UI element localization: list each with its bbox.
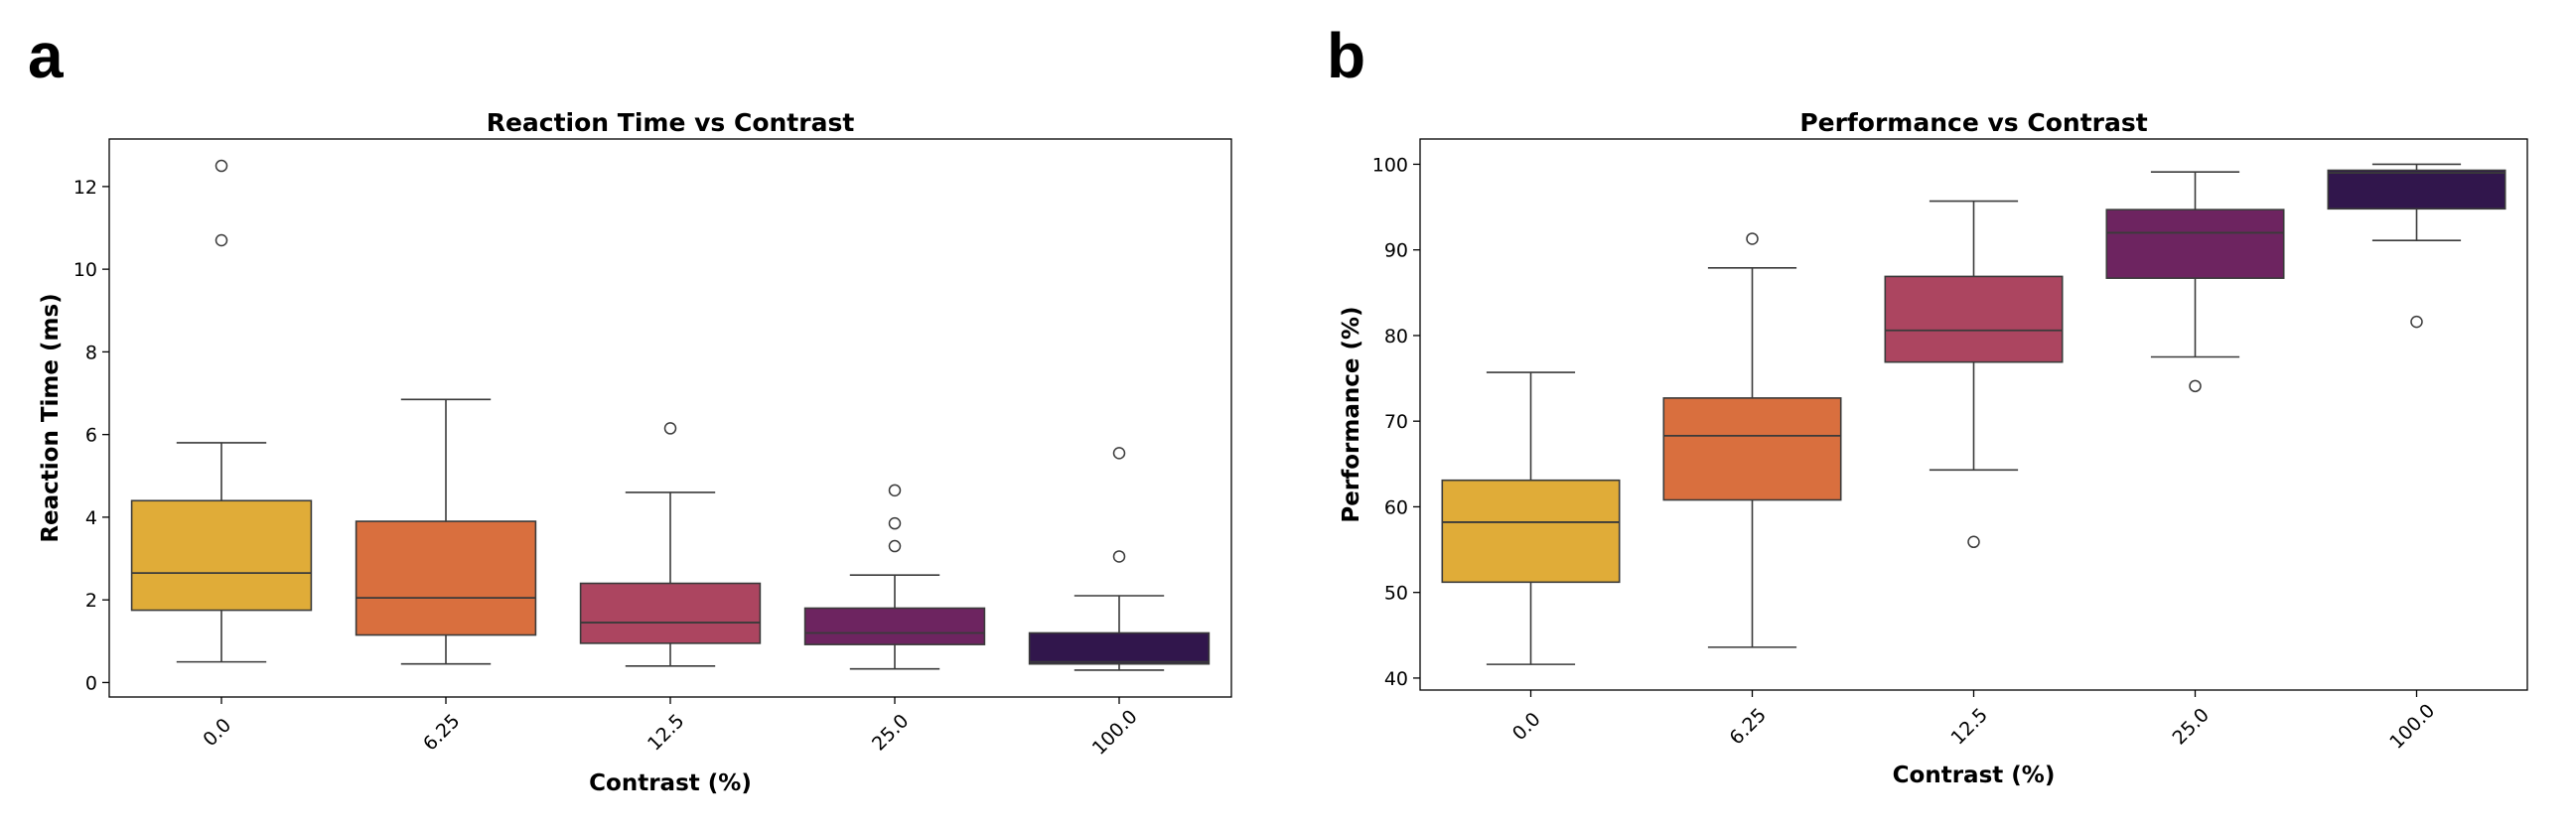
- x-tick-label: 25.0: [868, 710, 913, 755]
- box-6.25: [1662, 232, 1842, 648]
- y-axis-label: Performance (%): [1339, 306, 1364, 522]
- x-axis-label: Contrast (%): [589, 770, 752, 796]
- outlier-point: [888, 484, 902, 497]
- outlier-point: [2189, 379, 2202, 393]
- y-axis-label: Reaction Time (ms): [38, 293, 64, 542]
- outlier-point: [1967, 535, 1980, 549]
- y-tick-label: 50: [1384, 583, 1408, 605]
- box-0.0: [130, 159, 313, 663]
- chart-title: Reaction Time vs Contrast: [487, 108, 855, 137]
- box-25.0: [2105, 171, 2285, 393]
- x-tick-label: 0.0: [199, 714, 235, 751]
- box-100.0: [1028, 447, 1211, 671]
- outlier-point: [1112, 550, 1126, 563]
- y-tick-label: 8: [85, 342, 97, 363]
- outlier-point: [888, 539, 902, 553]
- x-tick-label: 0.0: [1508, 708, 1545, 745]
- x-axis-label: Contrast (%): [1893, 763, 2056, 788]
- box-12.5: [579, 422, 762, 667]
- chart-title: Performance vs Contrast: [1799, 108, 2147, 137]
- y-tick-label: 40: [1384, 668, 1408, 690]
- iqr-box: [130, 499, 313, 612]
- outlier-point: [1112, 447, 1126, 460]
- outlier-point: [888, 516, 902, 530]
- y-tick-label: 6: [85, 425, 97, 447]
- y-tick-label: 100: [1372, 154, 1408, 176]
- x-tick-label: 100.0: [1088, 706, 1142, 760]
- y-tick-label: 80: [1384, 326, 1408, 348]
- panel-letter: a: [28, 20, 64, 91]
- x-tick-label: 25.0: [2169, 704, 2214, 749]
- box-100.0: [2327, 163, 2506, 329]
- y-tick-label: 0: [85, 672, 97, 694]
- iqr-box: [355, 520, 537, 636]
- iqr-box: [803, 607, 986, 645]
- x-tick-label: 12.5: [1947, 704, 1992, 749]
- y-tick-label: 60: [1384, 496, 1408, 518]
- y-tick-label: 12: [73, 177, 97, 199]
- box-25.0: [803, 484, 986, 670]
- y-tick-label: 2: [85, 590, 97, 612]
- panel-b: b Performance vs Contrast 40 50 60 70 80 90 100 0…: [1327, 20, 2528, 788]
- outlier-point: [215, 159, 228, 173]
- iqr-box: [1662, 397, 1842, 501]
- outlier-point: [215, 233, 228, 247]
- x-tick-label: 100.0: [2385, 700, 2439, 754]
- iqr-box: [1028, 631, 1211, 665]
- y-tick-label: 10: [73, 259, 97, 281]
- y-tick-label: 4: [85, 507, 97, 529]
- box-6.25: [355, 398, 537, 665]
- y-tick-label: 70: [1384, 411, 1408, 433]
- outlier-point: [663, 422, 677, 435]
- x-tick-label: 6.25: [419, 710, 464, 755]
- plot-frame: [108, 138, 1232, 698]
- outlier-point: [1746, 232, 1759, 245]
- iqr-box: [1884, 275, 2064, 363]
- iqr-box: [2327, 169, 2506, 210]
- x-tick-label: 12.5: [644, 710, 688, 755]
- outlier-point: [2410, 315, 2423, 329]
- panel-letter: b: [1327, 20, 1365, 91]
- iqr-box: [1441, 479, 1621, 584]
- box-12.5: [1884, 200, 2064, 549]
- panel-a: a Reaction Time vs Contrast 0 2 4 6 8 10 12 0.0 6.…: [28, 20, 1232, 796]
- plot-frame: [1419, 138, 2528, 691]
- y-tick-label: 90: [1384, 240, 1408, 262]
- x-tick-label: 6.25: [1726, 704, 1771, 749]
- iqr-box: [2105, 209, 2285, 279]
- box-0.0: [1441, 371, 1621, 665]
- iqr-box: [579, 582, 762, 644]
